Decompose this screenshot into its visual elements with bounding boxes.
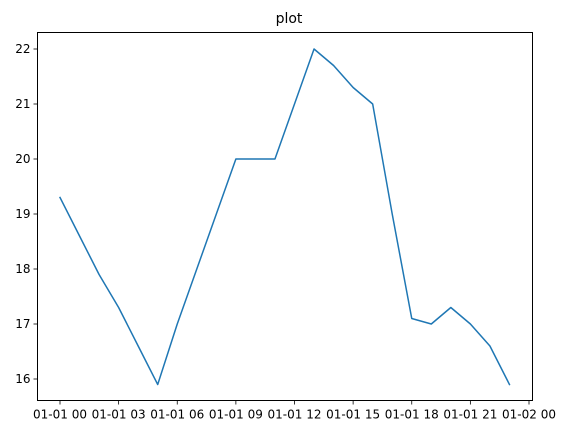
- x-tick-label: 01-01 18: [385, 408, 439, 422]
- y-axis: 16 17 18 19 20 21 22: [15, 42, 38, 386]
- plot-frame: [37, 32, 533, 401]
- x-tick-label: 01-01 15: [326, 408, 380, 422]
- x-tick-label: 01-01 03: [92, 408, 146, 422]
- y-tick-label: 18: [15, 262, 30, 276]
- x-tick-label: 01-01 21: [443, 408, 497, 422]
- y-tick-label: 21: [15, 97, 30, 111]
- x-axis: 01-01 00 01-01 03 01-01 06 01-01 09 01-01 12…: [33, 400, 556, 422]
- series-line: [58, 48, 511, 386]
- x-tick-label: 01-02 00: [502, 408, 556, 422]
- x-tick-label: 01-01 00: [33, 408, 87, 422]
- y-tick-label: 19: [15, 207, 30, 221]
- x-tick-label: 01-01 09: [209, 408, 263, 422]
- x-tick-label: 01-01 06: [150, 408, 204, 422]
- y-tick-label: 22: [15, 42, 30, 56]
- plot-area: [58, 48, 511, 386]
- chart-title: plot: [276, 11, 303, 27]
- y-tick-label: 16: [15, 372, 30, 386]
- x-tick-label: 01-01 12: [268, 408, 322, 422]
- y-tick-label: 17: [15, 317, 30, 331]
- y-tick-label: 20: [15, 152, 30, 166]
